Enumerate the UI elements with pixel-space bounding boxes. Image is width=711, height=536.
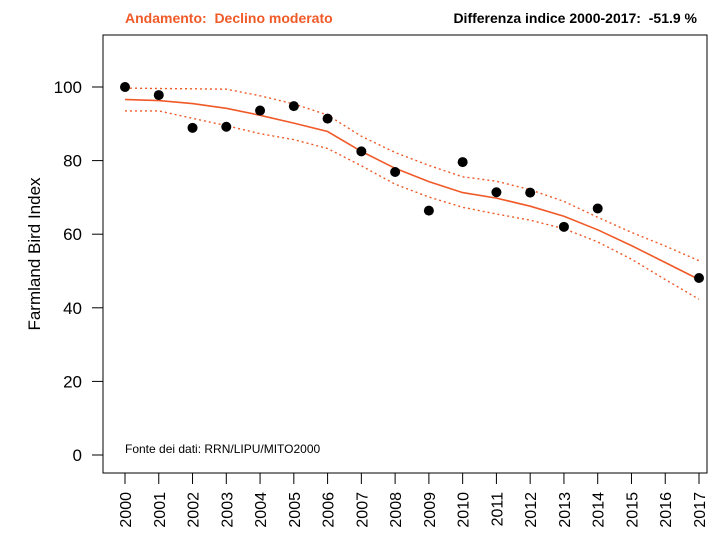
x-tick-label: 2004 — [253, 492, 270, 528]
x-tick-label: 2008 — [388, 492, 405, 528]
data-point — [187, 122, 198, 133]
y-tick-label: 0 — [73, 446, 82, 465]
x-tick-label: 2009 — [422, 492, 439, 528]
data-point — [255, 105, 266, 116]
x-tick-label: 2003 — [219, 492, 236, 528]
y-axis-title: Farmland Bird Index — [25, 177, 44, 331]
x-axis: 2000 2001 2002 2003 2004 2005 2006 2007 2008 2009… — [118, 472, 709, 528]
data-point — [120, 82, 130, 92]
x-tick-label: 2014 — [591, 492, 608, 528]
x-tick-label: 2005 — [287, 492, 304, 528]
x-tick-label: 2015 — [624, 492, 641, 528]
x-tick-label: 2011 — [489, 492, 506, 527]
confidence-bands — [124, 87, 700, 300]
x-tick-label: 2017 — [692, 492, 709, 528]
x-tick-label: 2006 — [321, 492, 338, 528]
data-point — [322, 113, 333, 124]
plot-frame — [102, 34, 708, 474]
data-points — [120, 82, 704, 283]
index-difference-label: Differenza indice 2000-2017: -51.9 % — [453, 10, 697, 26]
data-point — [457, 157, 468, 168]
data-point — [288, 101, 299, 112]
y-tick-label: 100 — [54, 78, 82, 97]
trend-label: Andamento: Declino moderato — [125, 10, 333, 26]
data-source-note: Fonte dei dati: RRN/LIPU/MITO2000 — [125, 442, 321, 456]
x-tick-label: 2007 — [354, 492, 371, 528]
data-point — [423, 205, 434, 216]
confidence-upper-line — [124, 87, 700, 262]
x-tick-label: 2010 — [456, 492, 473, 528]
data-point — [153, 90, 164, 101]
trend-line-group — [124, 98, 700, 281]
confidence-lower-line — [125, 110, 700, 300]
y-tick-label: 40 — [63, 299, 82, 318]
x-tick-label: 2000 — [118, 492, 135, 528]
y-tick-label: 80 — [63, 152, 82, 171]
x-tick-label: 2013 — [557, 492, 574, 528]
x-tick-label: 2001 — [152, 492, 169, 528]
x-tick-label: 2002 — [186, 492, 203, 528]
y-tick-label: 20 — [63, 372, 82, 391]
data-point — [525, 187, 536, 198]
data-point — [592, 203, 603, 214]
data-point — [694, 272, 704, 283]
data-point — [558, 221, 569, 232]
y-axis: 0 20 40 60 80 100 — [54, 78, 104, 465]
trend-line — [124, 98, 700, 281]
data-point — [491, 187, 502, 198]
y-tick-label: 60 — [63, 225, 82, 244]
x-tick-label: 2012 — [523, 492, 540, 528]
data-point — [356, 146, 367, 157]
x-tick-label: 2016 — [658, 492, 675, 528]
data-point — [221, 121, 232, 132]
data-point — [390, 167, 401, 178]
